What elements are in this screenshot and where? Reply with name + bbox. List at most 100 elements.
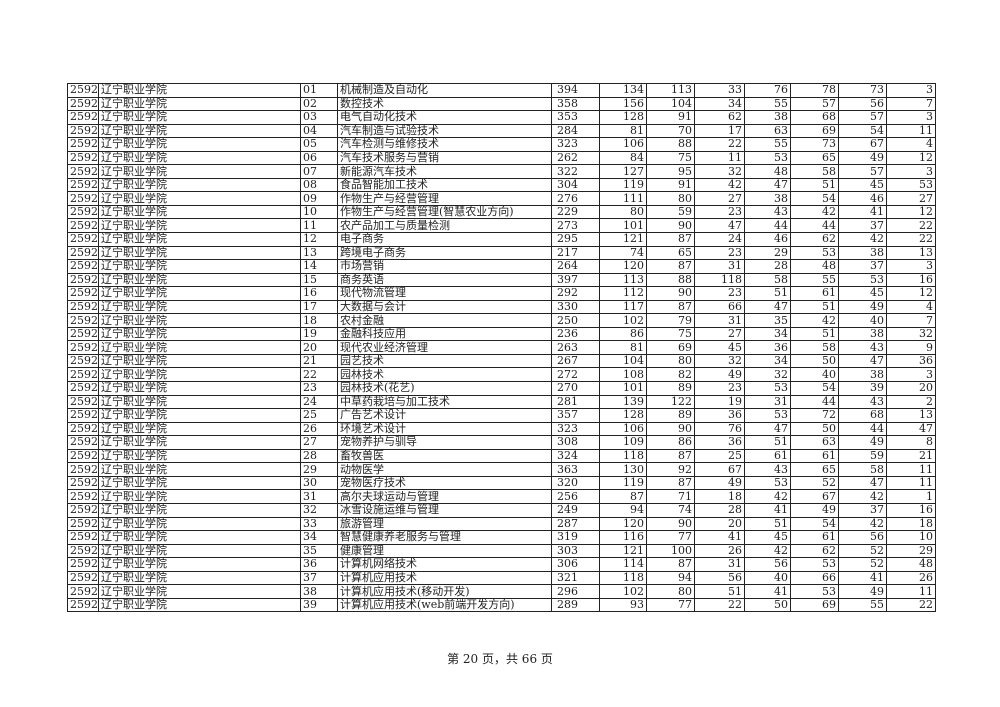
value-cell: 101 <box>599 218 647 233</box>
value-cell: 47 <box>744 299 791 315</box>
major-name-cell: 大数据与会计 <box>337 299 552 315</box>
value-cell: 23 <box>694 286 745 301</box>
value-cell: 270 <box>551 381 600 396</box>
value-cell: 76 <box>694 421 745 437</box>
major-name-cell: 新能源汽车技术 <box>337 164 552 179</box>
value-cell: 120 <box>599 259 647 274</box>
value-cell: 324 <box>551 448 600 464</box>
value-cell: 36 <box>886 353 936 369</box>
value-cell: 62 <box>694 110 745 125</box>
major-name-cell: 畜牧兽医 <box>337 448 552 464</box>
value-cell: 53 <box>744 150 791 166</box>
table-row: 2592 辽宁职业学院 16 现代物流管理 292 112 90 23 51 61 45 12 <box>67 286 936 301</box>
value-cell: 28 <box>694 502 745 518</box>
value-cell: 41 <box>694 530 745 545</box>
value-cell: 11 <box>886 123 936 139</box>
major-code-cell: 06 <box>300 150 338 166</box>
major-name-cell: 数控技术 <box>337 96 552 112</box>
school-code-cell: 2592 <box>67 448 99 464</box>
school-name-cell: 辽宁职业学院 <box>98 191 301 206</box>
school-code-cell: 2592 <box>67 164 99 179</box>
major-name-cell: 计算机应用技术(移动开发) <box>337 584 552 599</box>
value-cell: 111 <box>599 191 647 206</box>
value-cell: 91 <box>646 177 695 193</box>
table-row: 2592 辽宁职业学院 27 宠物养护与驯导 308 109 86 36 51 63 49 8 <box>67 435 936 450</box>
value-cell: 69 <box>646 340 695 355</box>
major-code-cell: 35 <box>300 543 338 559</box>
value-cell: 281 <box>551 394 600 410</box>
value-cell: 120 <box>599 516 647 532</box>
value-cell: 20 <box>886 381 936 396</box>
value-cell: 34 <box>694 96 745 112</box>
value-cell: 42 <box>744 489 791 504</box>
major-name-cell: 现代农业经济管理 <box>337 340 552 355</box>
table-row: 2592 辽宁职业学院 29 动物医学 363 130 92 67 43 65 58 11 <box>67 462 936 477</box>
value-cell: 11 <box>694 150 745 166</box>
school-name-cell: 辽宁职业学院 <box>98 272 301 288</box>
major-code-cell: 29 <box>300 462 338 477</box>
value-cell: 42 <box>838 489 887 504</box>
major-name-cell: 市场营销 <box>337 259 552 274</box>
value-cell: 3 <box>886 164 936 179</box>
table-row: 2592 辽宁职业学院 34 智慧健康养老服务与管理 319 116 77 41 45 61 56 1… <box>67 530 936 545</box>
value-cell: 114 <box>599 557 647 572</box>
value-cell: 50 <box>790 353 839 369</box>
value-cell: 8 <box>886 435 936 450</box>
value-cell: 58 <box>744 272 791 288</box>
value-cell: 113 <box>599 272 647 288</box>
school-code-cell: 2592 <box>67 96 99 112</box>
value-cell: 55 <box>744 96 791 112</box>
value-cell: 45 <box>838 286 887 301</box>
value-cell: 69 <box>790 123 839 139</box>
table-row: 2592 辽宁职业学院 07 新能源汽车技术 322 127 95 32 48 58 57 3 <box>67 164 936 179</box>
value-cell: 321 <box>551 570 600 586</box>
value-cell: 102 <box>599 313 647 328</box>
value-cell: 88 <box>646 272 695 288</box>
major-code-cell: 30 <box>300 475 338 491</box>
major-code-cell: 08 <box>300 177 338 193</box>
value-cell: 75 <box>646 150 695 166</box>
value-cell: 113 <box>646 83 695 98</box>
value-cell: 267 <box>551 353 600 369</box>
value-cell: 51 <box>790 177 839 193</box>
major-code-cell: 26 <box>300 421 338 437</box>
major-name-cell: 中草药栽培与加工技术 <box>337 394 552 410</box>
school-name-cell: 辽宁职业学院 <box>98 326 301 342</box>
value-cell: 101 <box>599 381 647 396</box>
school-code-cell: 2592 <box>67 340 99 355</box>
value-cell: 28 <box>744 259 791 274</box>
value-cell: 363 <box>551 462 600 477</box>
value-cell: 40 <box>790 367 839 383</box>
school-name-cell: 辽宁职业学院 <box>98 516 301 532</box>
value-cell: 47 <box>838 475 887 491</box>
value-cell: 29 <box>886 543 936 559</box>
value-cell: 53 <box>790 557 839 572</box>
school-code-cell: 2592 <box>67 557 99 572</box>
value-cell: 90 <box>646 218 695 233</box>
value-cell: 43 <box>744 462 791 477</box>
value-cell: 44 <box>790 218 839 233</box>
table-row: 2592 辽宁职业学院 03 电气自动化技术 353 128 91 62 38 68 57 3 <box>67 110 936 125</box>
major-code-cell: 39 <box>300 597 338 613</box>
value-cell: 38 <box>744 110 791 125</box>
school-name-cell: 辽宁职业学院 <box>98 489 301 504</box>
value-cell: 13 <box>886 245 936 261</box>
major-name-cell: 汽车技术服务与营销 <box>337 150 552 166</box>
value-cell: 77 <box>646 597 695 613</box>
major-name-cell: 计算机应用技术(web前端开发方向) <box>337 597 552 613</box>
value-cell: 7 <box>886 313 936 328</box>
major-code-cell: 32 <box>300 502 338 518</box>
value-cell: 80 <box>646 584 695 599</box>
table-row: 2592 辽宁职业学院 38 计算机应用技术(移动开发) 296 102 80 51 41 53 4… <box>67 584 936 599</box>
major-name-cell: 宠物养护与驯导 <box>337 435 552 450</box>
major-name-cell: 跨境电子商务 <box>337 245 552 261</box>
school-code-cell: 2592 <box>67 367 99 383</box>
value-cell: 55 <box>838 597 887 613</box>
school-name-cell: 辽宁职业学院 <box>98 123 301 139</box>
value-cell: 26 <box>694 543 745 559</box>
value-cell: 217 <box>551 245 600 261</box>
school-code-cell: 2592 <box>67 313 99 328</box>
school-name-cell: 辽宁职业学院 <box>98 232 301 247</box>
value-cell: 42 <box>790 313 839 328</box>
value-cell: 18 <box>886 516 936 532</box>
